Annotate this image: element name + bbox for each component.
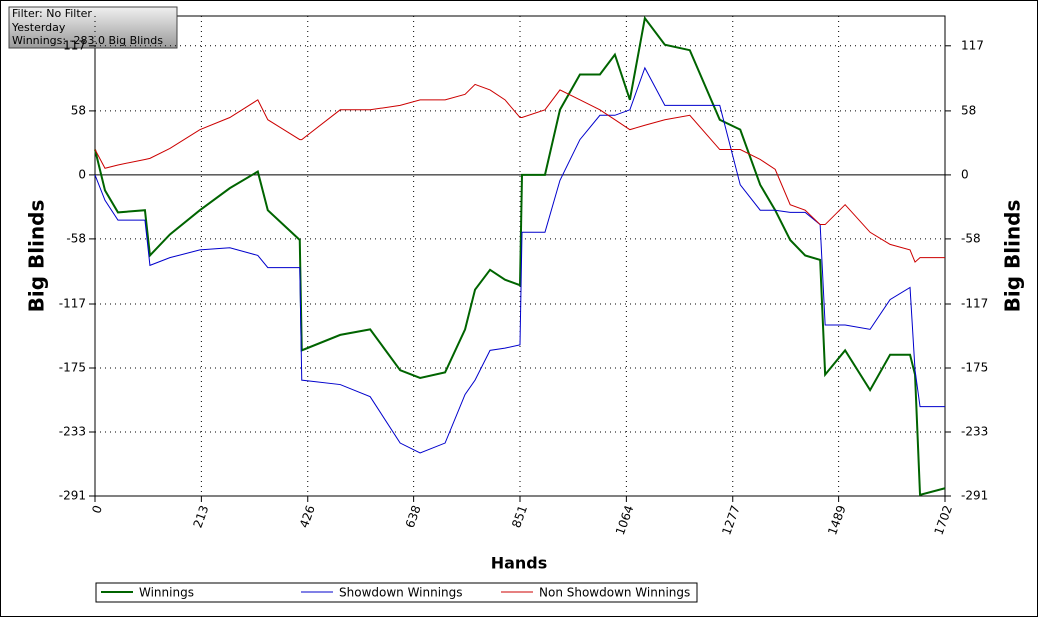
y2-tick-label: -117 <box>961 297 988 311</box>
info-line: Filter: No Filter <box>12 7 92 20</box>
y2-tick-label: -233 <box>961 425 988 439</box>
y-tick-label: -117 <box>59 297 86 311</box>
y2-tick-label: -175 <box>961 361 988 375</box>
x-axis-label: Hands <box>491 554 548 573</box>
y-tick-label: -291 <box>59 489 86 503</box>
series-line <box>94 66 945 454</box>
y2-tick-label: 0 <box>961 167 969 181</box>
y-tick-label: 117 <box>63 38 86 52</box>
y-tick-label: -175 <box>59 361 86 375</box>
y2-tick-label: -291 <box>961 489 988 503</box>
y-tick-label: 0 <box>78 167 86 181</box>
y-tick-label: -58 <box>66 231 86 245</box>
info-line: Yesterday <box>11 21 66 34</box>
y-axis-label: Big Blinds <box>25 200 49 313</box>
legend <box>95 582 698 603</box>
info-box <box>8 6 178 49</box>
y2-tick-label: 117 <box>961 38 984 52</box>
y2-tick-label: -58 <box>961 231 981 245</box>
y-tick-label: 58 <box>71 103 86 117</box>
series-line <box>94 15 946 497</box>
x-tick-label: 0 <box>89 503 105 515</box>
y2-tick-label: 58 <box>961 103 976 117</box>
legend-label: Showdown Winnings <box>339 586 463 600</box>
legend-label: Winnings <box>139 586 194 600</box>
legend-label: Non Showdown Winnings <box>539 586 690 600</box>
info-line: Winnings: -283.0 Big Blinds <box>12 34 163 47</box>
y-tick-label: -233 <box>59 425 86 439</box>
y2-axis-label: Big Blinds <box>1001 200 1025 313</box>
series-line <box>94 83 945 263</box>
